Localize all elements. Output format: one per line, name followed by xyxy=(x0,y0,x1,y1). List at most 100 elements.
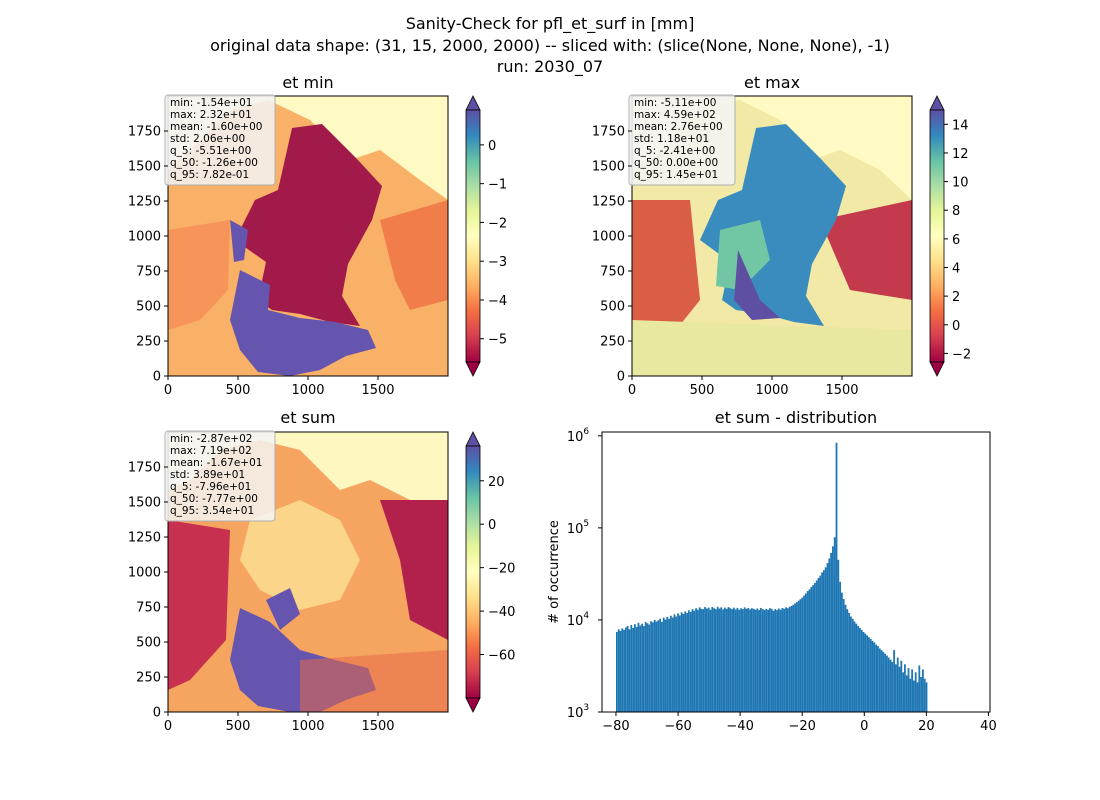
histogram-bar xyxy=(859,627,861,712)
histogram-bar xyxy=(788,606,791,712)
histogram-bar xyxy=(750,608,753,712)
histogram-bar xyxy=(797,600,800,712)
histogram-bar xyxy=(743,607,746,712)
x-tick-label: 1000 xyxy=(291,719,324,734)
histogram-bar xyxy=(875,644,878,712)
histogram-bar xyxy=(696,609,699,712)
heatmap-et-sum xyxy=(168,432,448,712)
panel-title-et-max: et max xyxy=(744,73,800,92)
x-tick-label: 500 xyxy=(690,383,715,398)
histogram-bars xyxy=(615,442,928,712)
histogram-bar xyxy=(714,609,717,712)
histogram-bar xyxy=(882,651,885,712)
colorbar-tick-label: −3 xyxy=(488,255,507,270)
y-tick-label: 500 xyxy=(600,300,625,315)
histogram-bar xyxy=(920,676,923,712)
histogram-bar xyxy=(909,678,912,712)
y-tick-label: 250 xyxy=(136,671,161,686)
histogram-bar xyxy=(832,546,834,712)
svg-text:min: -2.87e+02 max: 7.: min: -2.87e+02 max: 7.19e+02 mean: -1.67… xyxy=(170,433,266,517)
histogram-bar xyxy=(678,615,681,712)
histogram-bar xyxy=(650,621,652,712)
histogram-bar xyxy=(779,609,782,712)
histogram-bar xyxy=(911,669,914,712)
colorbar-gradient xyxy=(465,109,481,363)
histogram-bar xyxy=(626,625,629,712)
histogram-bar xyxy=(677,613,679,712)
histogram-bar xyxy=(734,609,737,712)
histogram-bar xyxy=(704,607,706,712)
stats-box-et-min: min: -1.54e+01 max: 2.32e+01 mean: -1.60… xyxy=(164,94,276,186)
histogram-bar xyxy=(639,625,642,712)
stat-line: max: 7.19e+02 xyxy=(170,445,252,457)
panel-et-sum-distribution: et sum - distribution −80 −60 −40 −20 0 20 40 1… xyxy=(547,408,997,734)
stat-line: q_95: 1.45e+01 xyxy=(634,169,718,181)
histogram-bar xyxy=(821,572,824,712)
colorbar-extend-max xyxy=(929,95,945,111)
stat-line: mean: -1.60e+00 xyxy=(170,121,262,133)
histogram-bar xyxy=(623,629,625,712)
histogram-bar xyxy=(896,657,899,712)
figure-title-line-2: original data shape: (31, 15, 2000, 2000… xyxy=(210,36,890,55)
colorbar-tick-label: 0 xyxy=(488,139,496,154)
histogram-bar xyxy=(632,627,634,712)
svg-text:min: -1.54e+01 max: 2.: min: -1.54e+01 max: 2.32e+01 mean: -1.60… xyxy=(170,97,266,181)
y-tick-label: 1000 xyxy=(128,230,161,245)
histogram-bar xyxy=(758,610,760,712)
y-tick-label: 1500 xyxy=(128,160,161,175)
histogram-bar xyxy=(925,682,928,712)
histogram-bar xyxy=(851,618,854,712)
stat-line: mean: -1.67e+01 xyxy=(170,457,262,469)
histogram-bar xyxy=(839,581,842,712)
histogram-bar xyxy=(923,678,926,712)
histogram-bar xyxy=(740,608,742,712)
y-tick-label: 0 xyxy=(153,706,161,721)
x-tick-label: −40 xyxy=(726,719,753,734)
figure-title-line-1: Sanity-Check for pfl_et_surf in [mm] xyxy=(405,14,695,33)
colorbar-tick-label: 14 xyxy=(952,118,969,133)
histogram-bar xyxy=(722,609,724,712)
panel-title-et-sum-distribution: et sum - distribution xyxy=(715,408,877,427)
stat-line: q_95: 3.54e+01 xyxy=(170,505,254,517)
x-tick-label: 0 xyxy=(860,719,868,734)
axes-ticks-et-sum: 0 500 1000 1500 0 250 500 750 1000 1250 1500 1750 xyxy=(128,461,395,735)
histogram-bar xyxy=(772,610,775,712)
histogram-bar xyxy=(619,630,622,712)
histogram-bar xyxy=(796,602,798,712)
histogram-bar xyxy=(691,609,694,712)
stat-line: q_5: -5.51e+00 xyxy=(170,145,251,157)
histogram-bar xyxy=(693,610,696,712)
histogram-bar xyxy=(770,608,773,712)
histogram-bar xyxy=(833,537,836,712)
stat-line: q_50: -7.77e+00 xyxy=(170,493,258,505)
histogram-bar xyxy=(785,607,787,712)
histogram-bar xyxy=(668,618,670,712)
histogram-bar xyxy=(805,593,807,712)
histogram-bar xyxy=(768,608,771,712)
histogram-bar xyxy=(615,631,618,712)
y-tick-label: 1250 xyxy=(128,195,161,210)
histogram-bar xyxy=(895,664,897,712)
y-tick-label: 750 xyxy=(136,265,161,280)
stats-box-et-sum: min: -2.87e+02 max: 7.19e+02 mean: -1.67… xyxy=(164,430,276,522)
histogram-bar xyxy=(893,650,896,712)
colorbar-gradient xyxy=(929,109,945,363)
histogram-bar xyxy=(702,609,705,712)
x-tick-label: 1500 xyxy=(825,383,858,398)
stat-line: max: 4.59e+02 xyxy=(634,109,716,121)
x-tick-label: 0 xyxy=(164,383,172,398)
histogram-bar xyxy=(828,558,831,712)
histogram-bar xyxy=(687,610,690,712)
stat-line: q_50: 0.00e+00 xyxy=(634,157,718,169)
histogram-bar xyxy=(860,629,863,712)
histogram-bar xyxy=(761,609,764,712)
histogram-bar xyxy=(617,629,620,712)
histogram-bar xyxy=(749,609,751,712)
histogram-bar xyxy=(848,612,851,712)
histogram-bar xyxy=(666,616,669,712)
histogram-bar xyxy=(675,616,678,712)
y-tick-label: 500 xyxy=(136,636,161,651)
colorbar-et-max: 14 12 10 8 6 4 2 0 −2 xyxy=(929,95,971,377)
colorbar-tick-label: −40 xyxy=(488,605,515,620)
histogram-bar xyxy=(633,624,636,712)
